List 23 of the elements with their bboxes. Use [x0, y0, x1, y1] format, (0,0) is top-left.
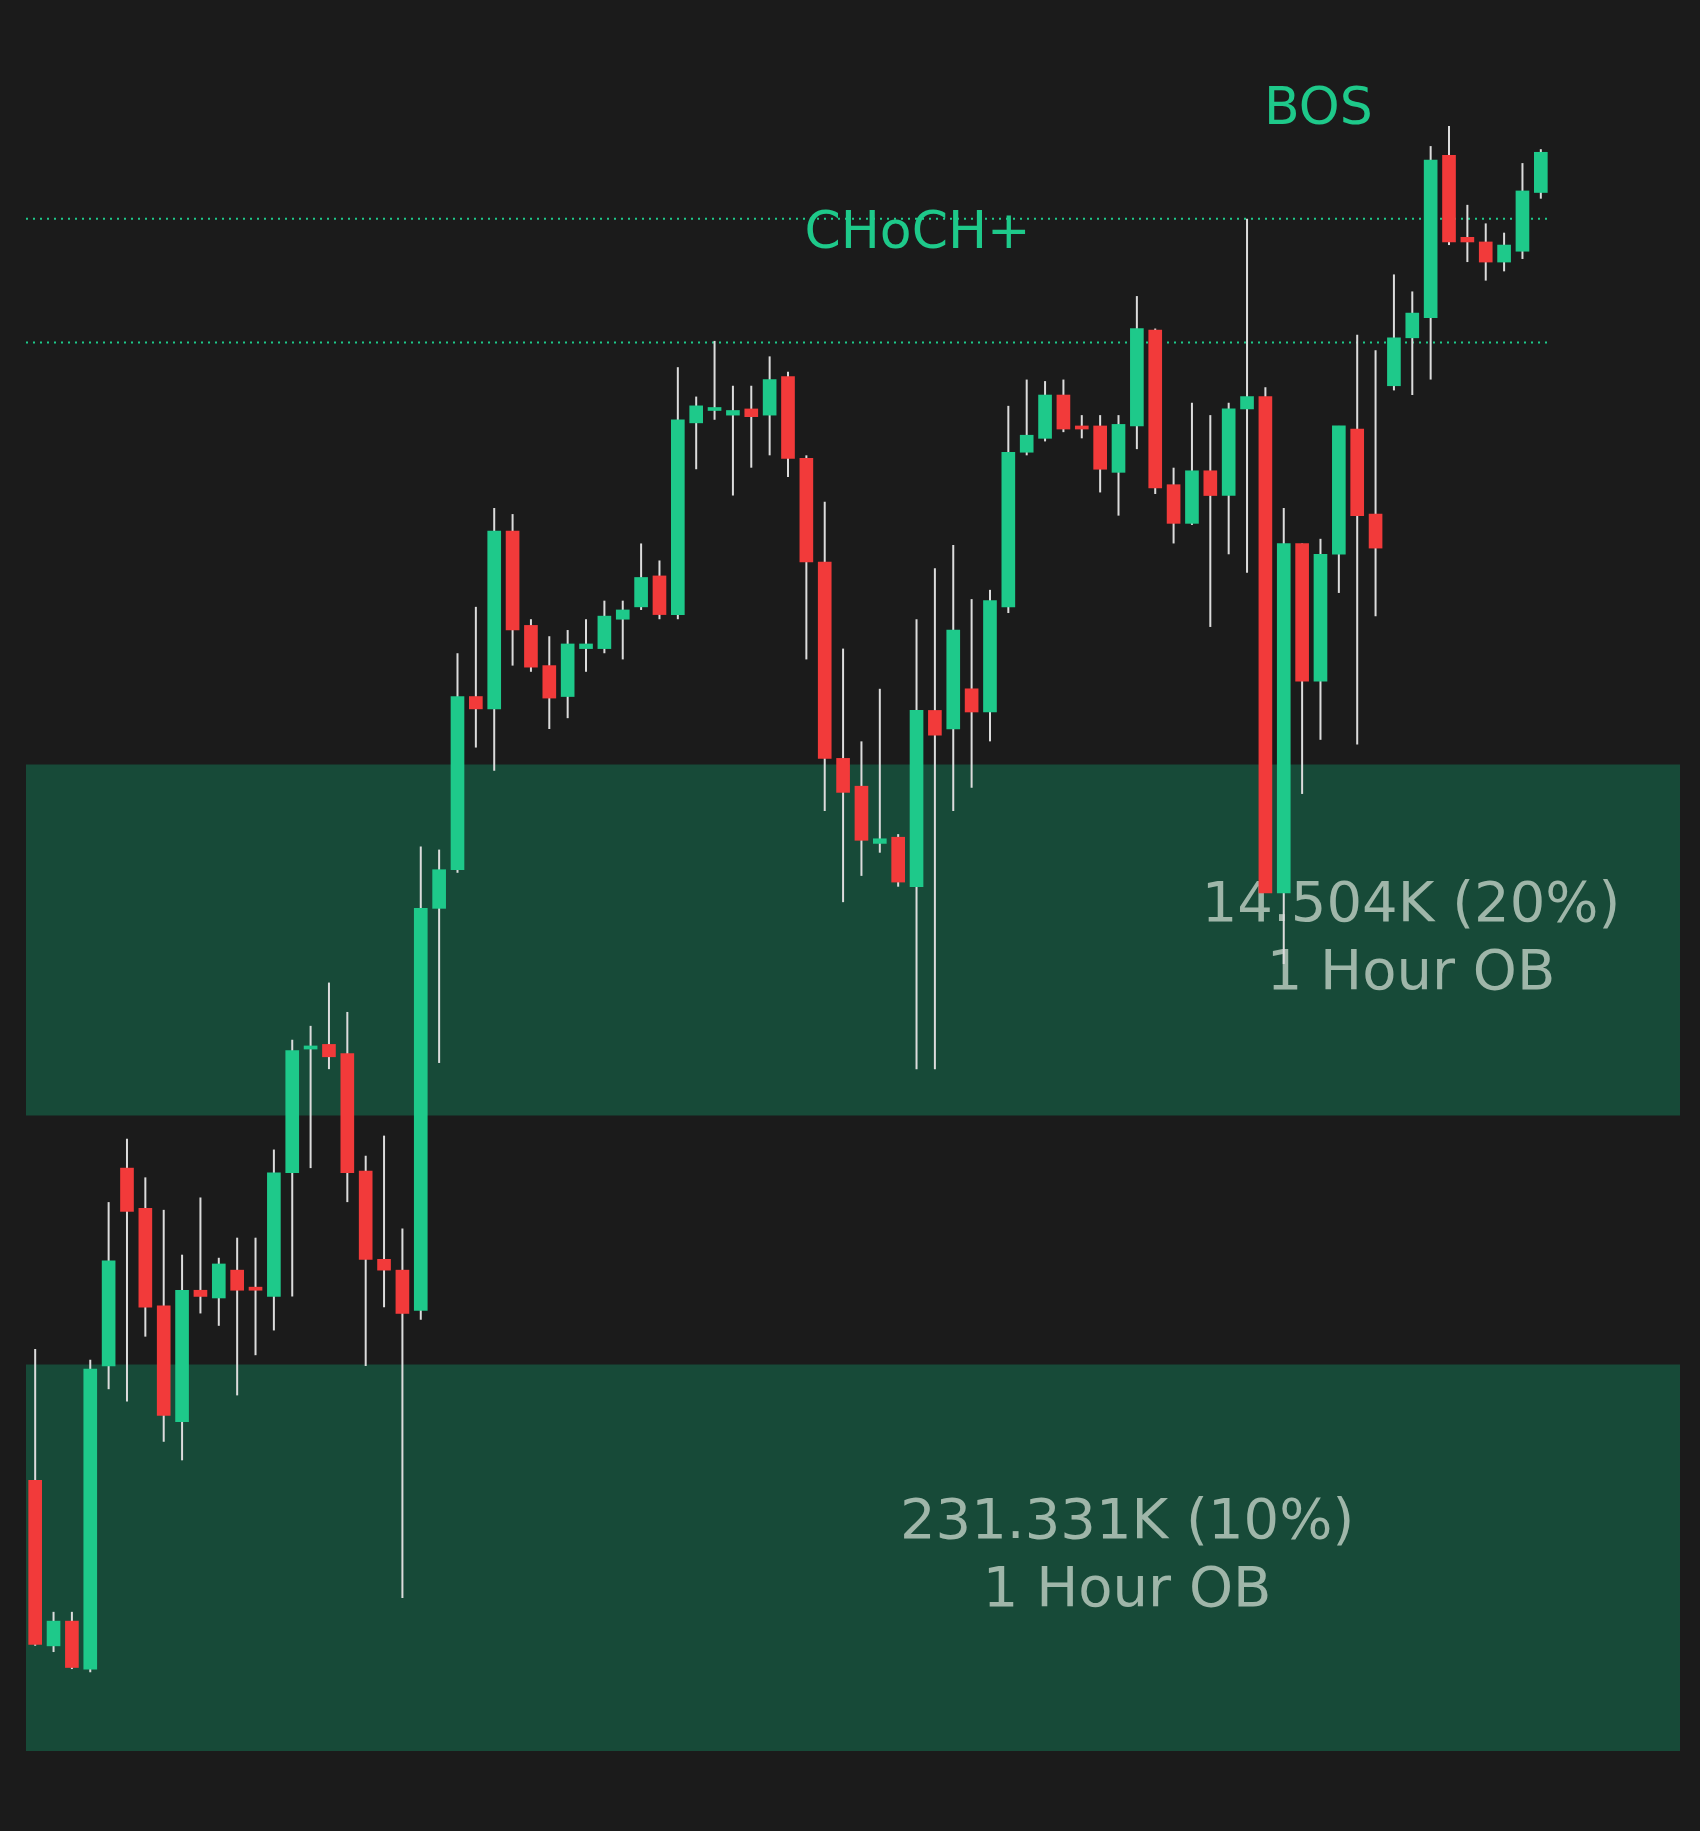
candlestick: [1203, 414, 1218, 628]
ref-line-label: CHoCH+: [804, 199, 1031, 260]
candlestick: [689, 395, 704, 471]
candlestick: [928, 567, 942, 1071]
candlestick: [1478, 222, 1493, 282]
candlestick: [744, 384, 759, 469]
candlestick: [377, 1134, 391, 1309]
candlestick: [615, 599, 630, 661]
band-label: 231.331K (10%) 1 Hour OB: [899, 1486, 1355, 1620]
candlestick: [1460, 203, 1475, 264]
candlestick: [248, 1236, 263, 1357]
candlestick: [964, 598, 979, 789]
candlestick: [322, 981, 336, 1071]
ref-line-label: BOS: [1264, 76, 1373, 137]
candlestick: [726, 384, 740, 497]
candlestick: [230, 1236, 244, 1397]
candlestick: [872, 687, 887, 854]
candlestick: [1019, 378, 1034, 457]
candlestick: [193, 1196, 208, 1315]
candlestick: [579, 618, 593, 673]
candlestick: [469, 605, 483, 749]
candlestick: [395, 1227, 410, 1599]
candlestick: [1497, 231, 1511, 273]
